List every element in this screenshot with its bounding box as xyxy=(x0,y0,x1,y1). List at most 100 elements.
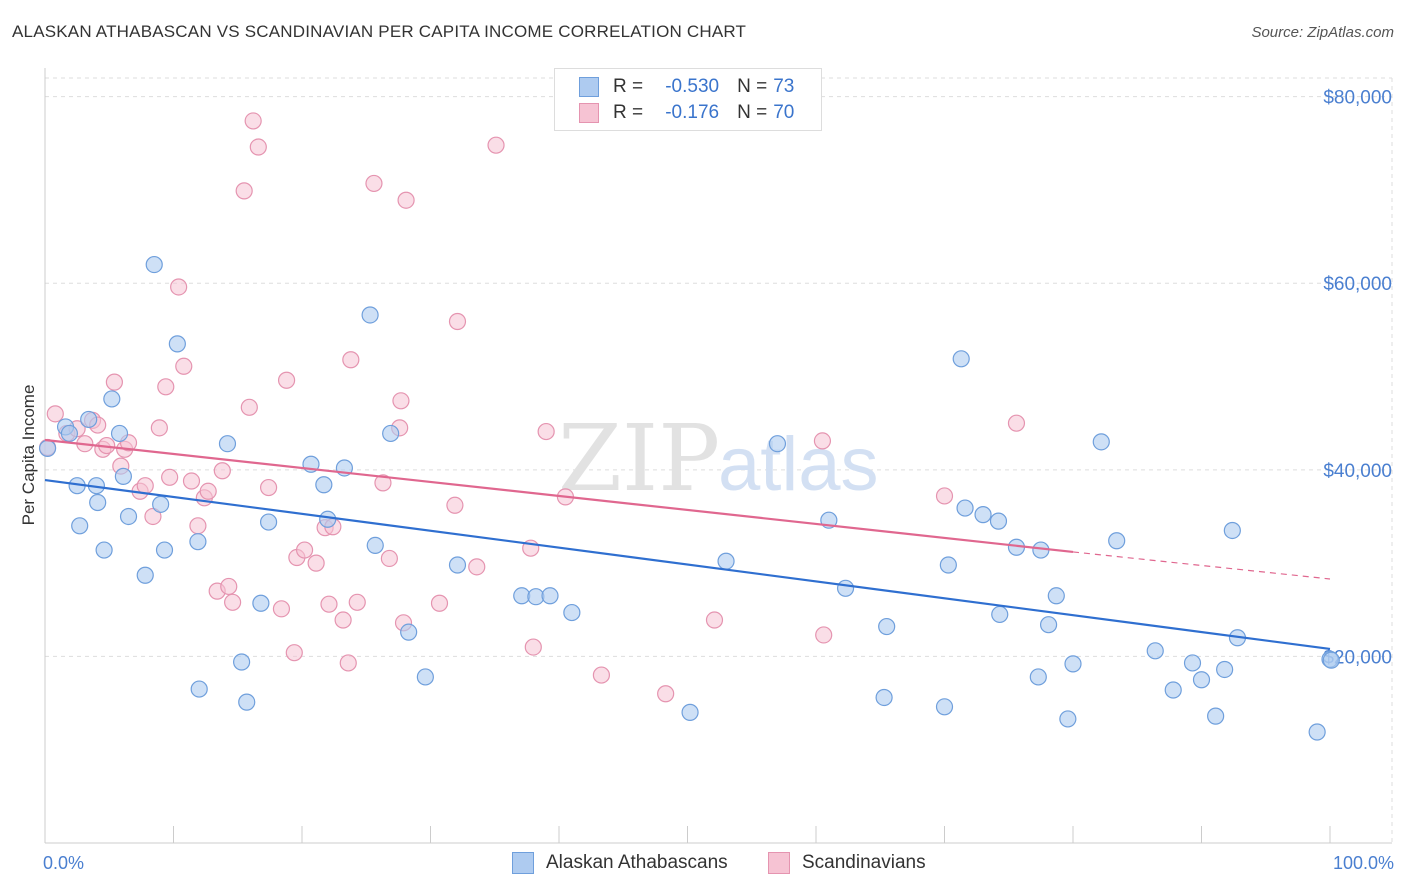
scandinavian-point xyxy=(334,611,352,629)
athabascan-point xyxy=(952,350,970,368)
athabascan-point xyxy=(1164,681,1182,699)
scandinavian-point xyxy=(815,626,833,644)
athabascan-point xyxy=(1039,616,1058,634)
y-tick-label: $40,000 xyxy=(1323,461,1392,482)
scandinavian-point xyxy=(249,138,267,156)
y-tick-label: $80,000 xyxy=(1323,88,1392,109)
scandinavian-point xyxy=(285,644,303,662)
legend-swatch-blue xyxy=(579,77,599,97)
scandinavian-point xyxy=(295,541,314,559)
legend-r-label: R = xyxy=(613,76,644,97)
athabascan-point xyxy=(103,390,121,408)
scandinavian-point xyxy=(259,478,278,497)
scandinavian-point xyxy=(105,373,123,391)
scandinavian-point xyxy=(446,496,464,514)
scandinavian-point xyxy=(175,357,193,375)
scandinavian-point xyxy=(213,462,231,480)
scandinavian-trend-line xyxy=(44,438,1074,554)
y-tick-labels: $20,000 $40,000 $60,000 $80,000 xyxy=(1323,88,1392,669)
athabascan-point xyxy=(366,536,384,554)
scandinavian-point xyxy=(705,611,724,629)
scandinavian-point xyxy=(307,554,325,572)
scandinavian-point xyxy=(468,558,486,576)
bottom-legend-label: Alaskan Athabascans xyxy=(546,852,728,873)
scandinavian-point xyxy=(657,685,675,703)
x-tick-label-100: 100.0% xyxy=(1333,853,1394,873)
athabascan-point xyxy=(71,517,89,535)
scandinavian-point xyxy=(397,191,415,209)
athabascan-point xyxy=(60,424,79,443)
watermark-atlas: atlas xyxy=(718,422,879,507)
athabascan-trend-line xyxy=(44,479,1331,651)
athabascan-point xyxy=(991,605,1009,624)
athabascan-point xyxy=(361,306,379,324)
athabascan-point xyxy=(95,541,113,559)
athabascan-point xyxy=(1064,655,1082,673)
scandinavian-point xyxy=(524,638,542,656)
stats-legend: R = -0.530 N = 73 R = -0.176 N = 70 xyxy=(554,68,822,131)
athabascan-point xyxy=(974,506,992,524)
athabascan-point xyxy=(1047,587,1065,605)
source-label: Source: ZipAtlas.com xyxy=(1251,24,1394,41)
athabascan-point xyxy=(989,512,1008,530)
y-tick-label: $60,000 xyxy=(1323,274,1392,295)
athabascan-point xyxy=(189,533,207,551)
athabascan-point xyxy=(89,493,107,512)
scandinavian-point xyxy=(365,174,383,193)
athabascan-point xyxy=(190,680,208,698)
athabascan-point xyxy=(252,594,270,612)
bottom-legend-swatch-blue xyxy=(512,852,534,874)
scandinavian-point xyxy=(1007,414,1026,432)
athabascan-point xyxy=(319,510,337,528)
athabascan-point xyxy=(878,617,896,636)
athabascan-point xyxy=(152,495,170,513)
scandinavian-point xyxy=(430,594,449,612)
scandinavian-point xyxy=(240,398,258,416)
athabascan-point xyxy=(1192,671,1211,689)
athabascan-point xyxy=(155,541,174,559)
athabascan-point xyxy=(1322,651,1340,669)
athabascan-point xyxy=(563,603,581,622)
athabascan-point xyxy=(382,424,400,443)
scandinavian-point xyxy=(224,593,242,611)
legend-r-label: R = xyxy=(613,102,644,123)
athabascan-point xyxy=(1308,723,1326,741)
scandinavian-point xyxy=(339,654,357,672)
scandinavian-point xyxy=(537,422,555,441)
athabascan-point xyxy=(717,552,735,570)
scandinavian-point xyxy=(199,482,217,500)
scandinavian-point xyxy=(170,278,188,296)
athabascan-point xyxy=(400,623,418,641)
scandinavian-point xyxy=(189,517,207,535)
athabascan-point xyxy=(1207,707,1225,725)
legend-row-scandinavian: R = -0.176 N = 70 xyxy=(579,100,812,126)
legend-r-value: -0.176 xyxy=(665,102,720,123)
bottom-legend-scandinavian: Scandinavians xyxy=(768,852,926,874)
athabascan-point xyxy=(1108,532,1126,550)
scandinavian-point xyxy=(374,474,392,492)
legend-n-value: 70 xyxy=(773,102,795,123)
scandinavian-point xyxy=(136,477,154,495)
legend-swatch-pink xyxy=(579,103,599,123)
scandinavian-point xyxy=(448,312,467,331)
athabascan-point xyxy=(1223,521,1241,540)
scandinavians-points xyxy=(38,112,1026,703)
athabascan-point xyxy=(218,435,237,453)
scandinavian-point xyxy=(161,468,179,486)
athabascan-point xyxy=(315,476,333,494)
y-axis-label: Per Capita Income xyxy=(19,385,38,526)
athabascan-point xyxy=(1146,642,1164,660)
athabascan-point xyxy=(145,255,163,274)
scandinavian-point xyxy=(935,487,954,505)
scandinavian-point xyxy=(244,112,262,130)
bottom-legend-swatch-pink xyxy=(768,852,790,874)
athabascan-point xyxy=(80,410,98,429)
scandinavian-point xyxy=(220,577,238,596)
athabascan-point xyxy=(110,424,129,443)
athabascan-point xyxy=(681,703,699,721)
athabascan-point xyxy=(114,467,132,485)
scandinavian-point xyxy=(392,392,410,410)
scandinavian-point xyxy=(272,600,291,618)
athabascan-point xyxy=(38,439,57,457)
